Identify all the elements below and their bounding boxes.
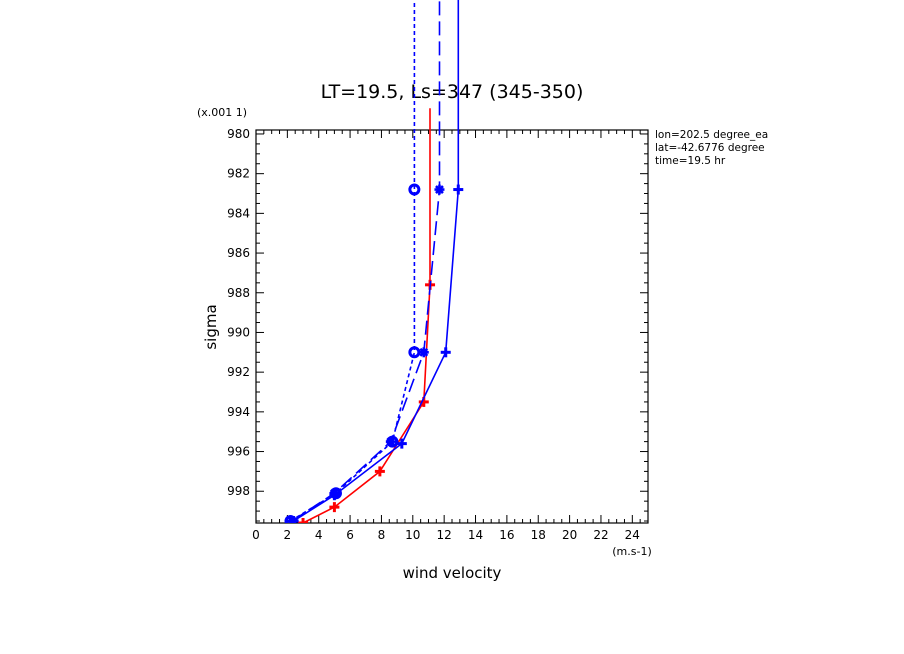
- data-point: [453, 184, 464, 195]
- x-tick-label: 16: [499, 528, 514, 542]
- data-point: [386, 435, 399, 448]
- y-tick-label: 980: [227, 127, 250, 141]
- series-layer: [284, 0, 464, 523]
- plot-frame: [255, 129, 649, 524]
- data-point: [418, 347, 429, 358]
- series-1: [288, 0, 464, 523]
- x-tick-label: 8: [378, 528, 386, 542]
- data-point: [284, 515, 297, 523]
- x-axis-label: wind velocity: [403, 564, 502, 582]
- y-tick-label: 994: [227, 405, 250, 419]
- data-point: [408, 183, 421, 196]
- data-point: [298, 518, 309, 523]
- y-tick-label: 998: [227, 484, 250, 498]
- y-unit-label: (x.001 1): [197, 106, 247, 119]
- series-line: [290, 0, 416, 522]
- x-tick-label: 14: [468, 528, 483, 542]
- data-point: [434, 184, 445, 195]
- x-tick-label: 24: [625, 528, 640, 542]
- y-tick-label: 988: [227, 286, 250, 300]
- y-tick-label: 984: [227, 206, 250, 220]
- info-lat: lat=-42.6776 degree: [655, 142, 765, 154]
- y-tick-label: 992: [227, 365, 250, 379]
- y-tick-label: 996: [227, 445, 250, 459]
- x-tick-label: 22: [593, 528, 608, 542]
- y-tick-label: 990: [227, 325, 250, 339]
- y-tick-label: 986: [227, 246, 250, 260]
- info-box: lon=202.5 degree_ea lat=-42.6776 degree …: [655, 129, 768, 167]
- data-point: [396, 438, 407, 449]
- series-line: [302, 108, 431, 523]
- x-tick-label: 4: [315, 528, 323, 542]
- x-tick-label: 12: [437, 528, 452, 542]
- series-3: [284, 0, 421, 523]
- x-tick-label: 10: [405, 528, 420, 542]
- x-tick-label: 18: [531, 528, 546, 542]
- x-tick-label: 0: [252, 528, 260, 542]
- x-axis-ticks: 0 2 4 6 8 10 12 14 16 18 20 22 24: [252, 130, 649, 542]
- data-point: [374, 466, 385, 477]
- x-tick-label: 20: [562, 528, 577, 542]
- data-point: [408, 346, 421, 359]
- data-point: [329, 502, 340, 513]
- series-line: [291, 0, 441, 522]
- x-unit-label: (m.s-1): [612, 545, 652, 558]
- info-time: time=19.5 hr: [655, 155, 726, 167]
- series-2: [287, 0, 445, 523]
- marker-stroke: [435, 185, 444, 194]
- x-tick-label: 6: [346, 528, 354, 542]
- chart-title: LT=19.5, Ls=347 (345-350): [321, 81, 584, 103]
- series-line: [293, 0, 460, 522]
- x-tick-label: 2: [284, 528, 292, 542]
- y-axis-ticks: 980 982 984 986 988 990 992 994 996 998: [227, 127, 648, 522]
- y-tick-label: 982: [227, 167, 250, 181]
- info-lon: lon=202.5 degree_ea: [655, 129, 768, 141]
- marker-stroke: [419, 347, 429, 357]
- y-axis-label: sigma: [202, 304, 220, 349]
- data-point: [440, 347, 451, 358]
- data-point: [329, 487, 342, 500]
